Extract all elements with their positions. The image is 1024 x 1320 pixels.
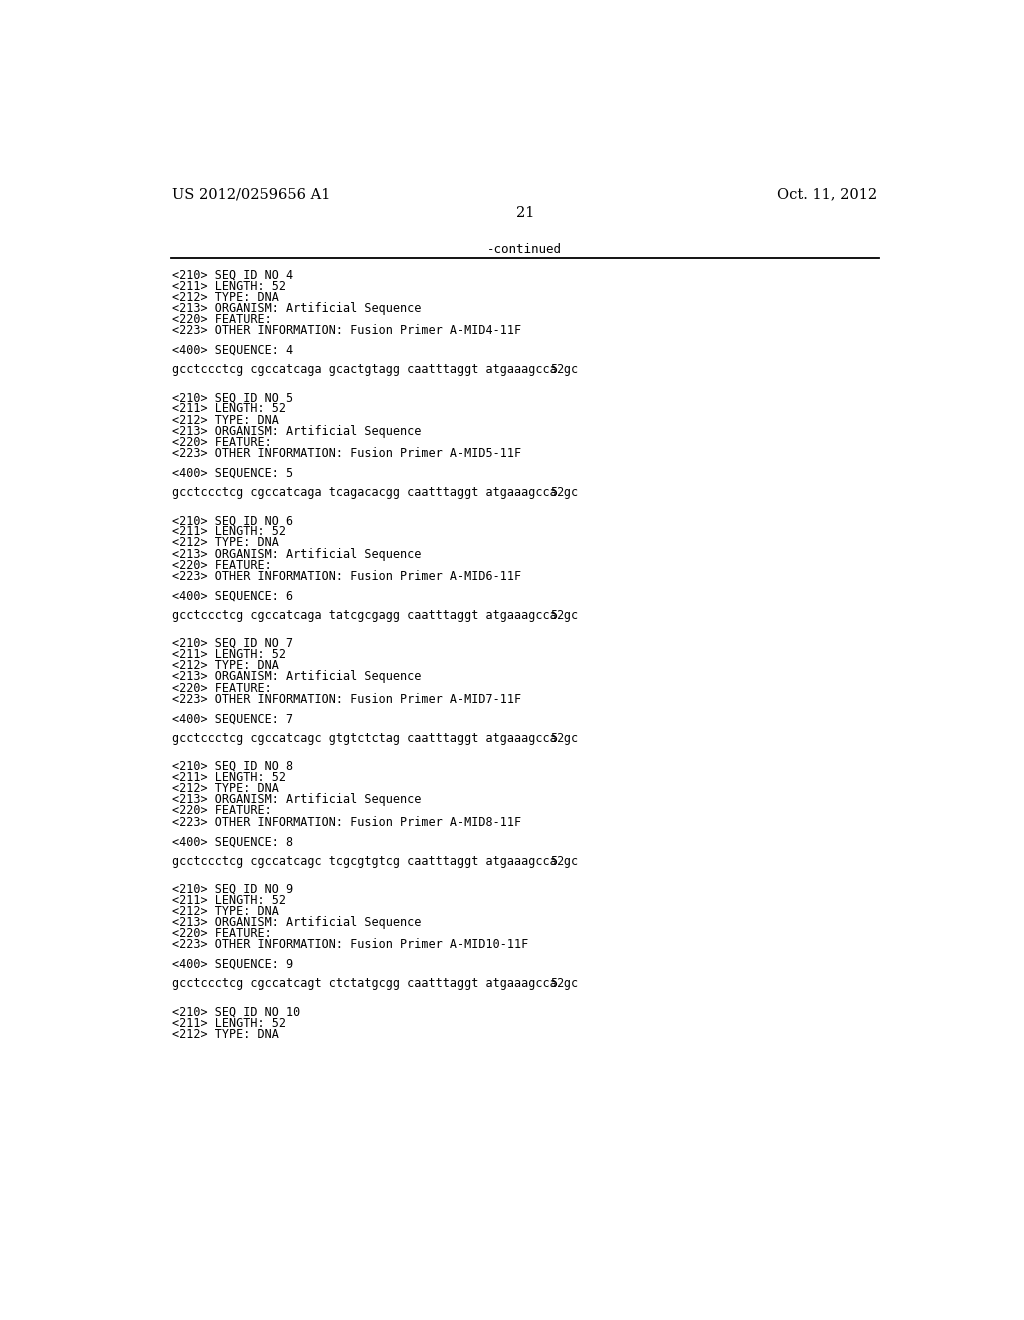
Text: <212> TYPE: DNA: <212> TYPE: DNA (172, 536, 280, 549)
Text: <223> OTHER INFORMATION: Fusion Primer A-MID10-11F: <223> OTHER INFORMATION: Fusion Primer A… (172, 939, 528, 952)
Text: <210> SEQ ID NO 8: <210> SEQ ID NO 8 (172, 760, 293, 772)
Text: <223> OTHER INFORMATION: Fusion Primer A-MID7-11F: <223> OTHER INFORMATION: Fusion Primer A… (172, 693, 521, 706)
Text: <220> FEATURE:: <220> FEATURE: (172, 436, 272, 449)
Text: <211> LENGTH: 52: <211> LENGTH: 52 (172, 648, 286, 661)
Text: <220> FEATURE:: <220> FEATURE: (172, 313, 272, 326)
Text: 52: 52 (550, 486, 564, 499)
Text: <213> ORGANISM: Artificial Sequence: <213> ORGANISM: Artificial Sequence (172, 302, 422, 315)
Text: <210> SEQ ID NO 6: <210> SEQ ID NO 6 (172, 515, 293, 527)
Text: <400> SEQUENCE: 7: <400> SEQUENCE: 7 (172, 713, 293, 725)
Text: -continued: -continued (487, 243, 562, 256)
Text: <220> FEATURE:: <220> FEATURE: (172, 558, 272, 572)
Text: <400> SEQUENCE: 4: <400> SEQUENCE: 4 (172, 345, 293, 356)
Text: <212> TYPE: DNA: <212> TYPE: DNA (172, 413, 280, 426)
Text: <212> TYPE: DNA: <212> TYPE: DNA (172, 290, 280, 304)
Text: <212> TYPE: DNA: <212> TYPE: DNA (172, 781, 280, 795)
Text: gcctccctcg cgccatcaga tcagacacgg caatttaggt atgaaagcca gc: gcctccctcg cgccatcaga tcagacacgg caattta… (172, 486, 579, 499)
Text: <210> SEQ ID NO 5: <210> SEQ ID NO 5 (172, 391, 293, 404)
Text: <400> SEQUENCE: 6: <400> SEQUENCE: 6 (172, 590, 293, 602)
Text: <211> LENGTH: 52: <211> LENGTH: 52 (172, 280, 286, 293)
Text: <211> LENGTH: 52: <211> LENGTH: 52 (172, 403, 286, 416)
Text: <223> OTHER INFORMATION: Fusion Primer A-MID5-11F: <223> OTHER INFORMATION: Fusion Primer A… (172, 447, 521, 461)
Text: <211> LENGTH: 52: <211> LENGTH: 52 (172, 894, 286, 907)
Text: <223> OTHER INFORMATION: Fusion Primer A-MID6-11F: <223> OTHER INFORMATION: Fusion Primer A… (172, 570, 521, 583)
Text: 52: 52 (550, 731, 564, 744)
Text: Oct. 11, 2012: Oct. 11, 2012 (777, 187, 878, 202)
Text: <210> SEQ ID NO 7: <210> SEQ ID NO 7 (172, 638, 293, 649)
Text: <211> LENGTH: 52: <211> LENGTH: 52 (172, 771, 286, 784)
Text: <223> OTHER INFORMATION: Fusion Primer A-MID8-11F: <223> OTHER INFORMATION: Fusion Primer A… (172, 816, 521, 829)
Text: <212> TYPE: DNA: <212> TYPE: DNA (172, 659, 280, 672)
Text: <211> LENGTH: 52: <211> LENGTH: 52 (172, 525, 286, 539)
Text: gcctccctcg cgccatcagt ctctatgcgg caatttaggt atgaaagcca gc: gcctccctcg cgccatcagt ctctatgcgg caattta… (172, 978, 579, 990)
Text: 21: 21 (516, 206, 534, 220)
Text: <211> LENGTH: 52: <211> LENGTH: 52 (172, 1016, 286, 1030)
Text: US 2012/0259656 A1: US 2012/0259656 A1 (172, 187, 331, 202)
Text: <210> SEQ ID NO 9: <210> SEQ ID NO 9 (172, 883, 293, 895)
Text: <212> TYPE: DNA: <212> TYPE: DNA (172, 1028, 280, 1040)
Text: gcctccctcg cgccatcaga tatcgcgagg caatttaggt atgaaagcca gc: gcctccctcg cgccatcaga tatcgcgagg caattta… (172, 609, 579, 622)
Text: <212> TYPE: DNA: <212> TYPE: DNA (172, 906, 280, 917)
Text: <400> SEQUENCE: 5: <400> SEQUENCE: 5 (172, 467, 293, 479)
Text: <400> SEQUENCE: 8: <400> SEQUENCE: 8 (172, 836, 293, 849)
Text: 52: 52 (550, 609, 564, 622)
Text: <213> ORGANISM: Artificial Sequence: <213> ORGANISM: Artificial Sequence (172, 671, 422, 684)
Text: gcctccctcg cgccatcagc tcgcgtgtcg caatttaggt atgaaagcca gc: gcctccctcg cgccatcagc tcgcgtgtcg caattta… (172, 854, 579, 867)
Text: <213> ORGANISM: Artificial Sequence: <213> ORGANISM: Artificial Sequence (172, 548, 422, 561)
Text: <223> OTHER INFORMATION: Fusion Primer A-MID4-11F: <223> OTHER INFORMATION: Fusion Primer A… (172, 325, 521, 338)
Text: <220> FEATURE:: <220> FEATURE: (172, 681, 272, 694)
Text: <213> ORGANISM: Artificial Sequence: <213> ORGANISM: Artificial Sequence (172, 425, 422, 438)
Text: <213> ORGANISM: Artificial Sequence: <213> ORGANISM: Artificial Sequence (172, 916, 422, 929)
Text: gcctccctcg cgccatcaga gcactgtagg caatttaggt atgaaagcca gc: gcctccctcg cgccatcaga gcactgtagg caattta… (172, 363, 579, 376)
Text: <220> FEATURE:: <220> FEATURE: (172, 927, 272, 940)
Text: <213> ORGANISM: Artificial Sequence: <213> ORGANISM: Artificial Sequence (172, 793, 422, 807)
Text: <400> SEQUENCE: 9: <400> SEQUENCE: 9 (172, 958, 293, 972)
Text: 52: 52 (550, 363, 564, 376)
Text: gcctccctcg cgccatcagc gtgtctctag caatttaggt atgaaagcca gc: gcctccctcg cgccatcagc gtgtctctag caattta… (172, 731, 579, 744)
Text: 52: 52 (550, 854, 564, 867)
Text: <220> FEATURE:: <220> FEATURE: (172, 804, 272, 817)
Text: 52: 52 (550, 978, 564, 990)
Text: <210> SEQ ID NO 10: <210> SEQ ID NO 10 (172, 1006, 300, 1019)
Text: <210> SEQ ID NO 4: <210> SEQ ID NO 4 (172, 268, 293, 281)
